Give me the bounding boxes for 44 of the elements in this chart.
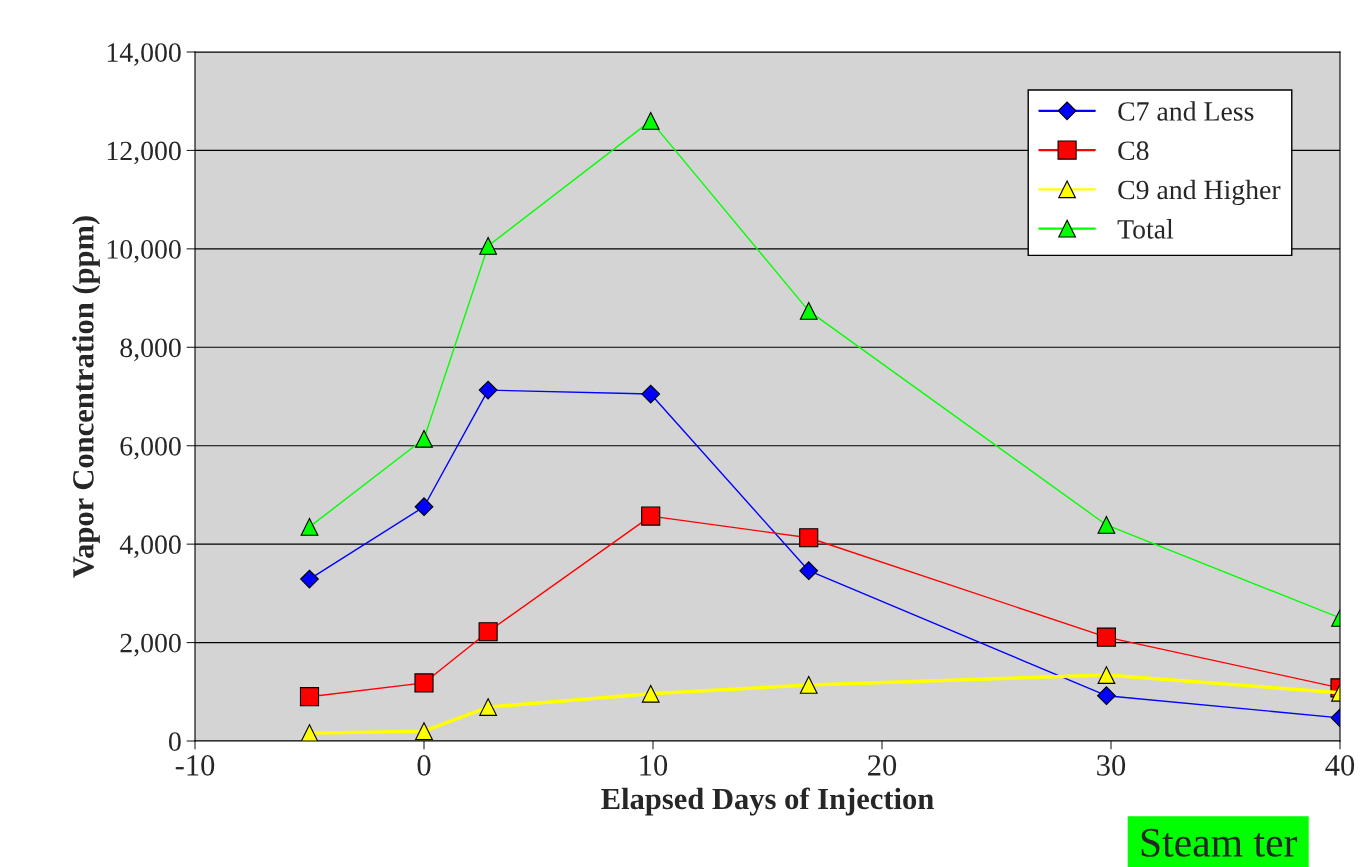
y-tick-label: 4,000 xyxy=(119,535,181,559)
y-tick-label: 14,000 xyxy=(107,43,181,66)
point xyxy=(641,112,660,130)
legend-label: Total xyxy=(1117,219,1174,239)
point xyxy=(799,301,818,320)
x-tick-label: -10 xyxy=(175,755,215,776)
text: Steam ter xyxy=(1141,828,1298,857)
point xyxy=(414,497,434,517)
point xyxy=(1096,627,1117,647)
y-axis-title: Vapor Concentration (ppm) xyxy=(72,216,100,578)
point xyxy=(799,676,818,694)
x-axis-title: Elapsed Days of Injection xyxy=(601,787,934,816)
point xyxy=(641,506,661,526)
point xyxy=(478,622,498,642)
point xyxy=(641,684,660,703)
x-tick-label: 40 xyxy=(1325,755,1355,776)
legend-label: C8 xyxy=(1118,141,1149,161)
legend-label: C9 and Higher xyxy=(1118,179,1281,206)
point xyxy=(299,687,320,707)
point xyxy=(799,561,819,581)
point xyxy=(414,673,434,693)
y-tick-label: 2,000 xyxy=(120,633,181,657)
y-tick-label: 0 xyxy=(168,732,181,751)
point xyxy=(300,569,319,589)
point xyxy=(1097,666,1116,684)
point xyxy=(1097,516,1116,534)
x-tick-label: 0 xyxy=(417,755,431,776)
y-tick-label: 10,000 xyxy=(107,240,181,263)
point xyxy=(799,528,819,548)
point xyxy=(300,518,319,536)
point xyxy=(479,237,498,255)
point xyxy=(479,698,498,716)
y-tick-label: 8,000 xyxy=(120,338,181,362)
y-tick-label: 12,000 xyxy=(107,141,181,165)
y-tick-label: 6,000 xyxy=(120,436,181,460)
point xyxy=(415,722,433,741)
x-tick-label: 20 xyxy=(868,755,897,776)
point xyxy=(1097,686,1116,706)
legend-label: C7 and Less xyxy=(1118,101,1254,121)
point xyxy=(415,429,433,448)
x-tick-label: 30 xyxy=(1097,755,1126,776)
x-tick-label: 10 xyxy=(640,755,668,776)
point xyxy=(478,380,498,400)
point xyxy=(641,384,661,404)
